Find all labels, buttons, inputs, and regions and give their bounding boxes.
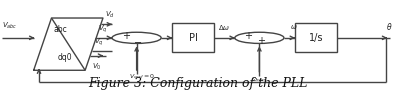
Text: PI: PI — [188, 33, 198, 43]
Text: $\Delta\omega$: $\Delta\omega$ — [217, 23, 230, 31]
Bar — [172, 23, 214, 52]
Polygon shape — [34, 18, 103, 70]
Text: $-$: $-$ — [133, 36, 143, 46]
Text: 1/s: 1/s — [308, 33, 323, 43]
Text: dq0: dq0 — [57, 53, 72, 62]
Text: abc: abc — [54, 25, 67, 34]
Text: $\theta$: $\theta$ — [386, 21, 392, 32]
Text: $V_d$: $V_d$ — [105, 10, 115, 20]
Text: +: + — [244, 31, 252, 41]
Text: $V_q$: $V_q$ — [98, 23, 108, 35]
Text: +: + — [257, 36, 265, 46]
Text: $\omega_{nom}$: $\omega_{nom}$ — [251, 76, 268, 84]
Text: $V_{qref} = 0$: $V_{qref} = 0$ — [129, 72, 155, 83]
Text: $V_{abc}$: $V_{abc}$ — [2, 21, 17, 31]
Text: $V_0$: $V_0$ — [92, 62, 102, 73]
Text: $\omega$: $\omega$ — [290, 23, 298, 31]
Bar — [295, 23, 337, 52]
Text: $V_q$: $V_q$ — [93, 37, 103, 48]
Text: +: + — [122, 31, 129, 41]
Circle shape — [112, 32, 161, 43]
Text: Figure 3: Configuration of the PLL: Figure 3: Configuration of the PLL — [88, 77, 308, 90]
Circle shape — [235, 32, 284, 43]
